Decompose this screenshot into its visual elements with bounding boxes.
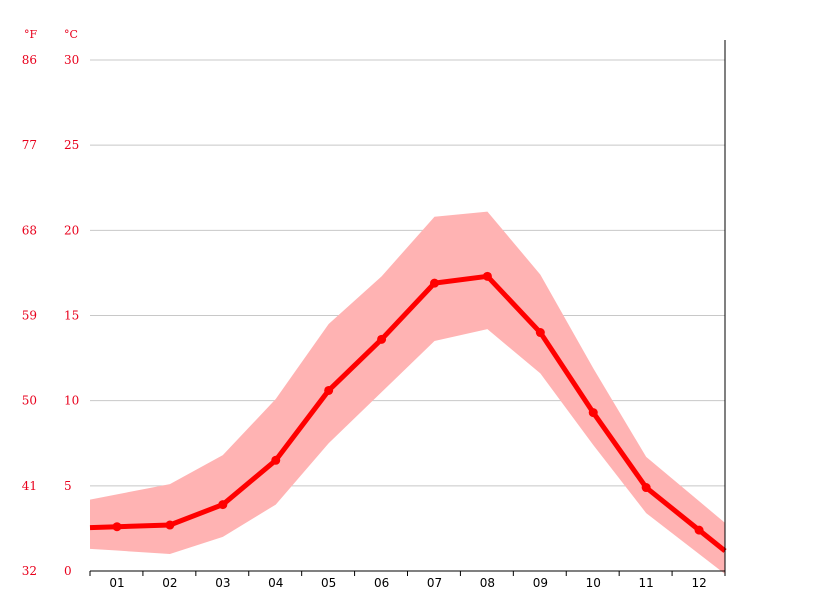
fahrenheit-tick-label: 32	[22, 564, 37, 578]
average-temperature-line	[89, 273, 727, 553]
fahrenheit-tick-label: 77	[22, 138, 37, 152]
data-point	[218, 500, 228, 510]
month-tick-label: 03	[215, 576, 230, 590]
fahrenheit-tick-label: 68	[22, 223, 37, 237]
month-tick-label: 09	[533, 576, 548, 590]
data-point	[588, 408, 598, 418]
gridlines	[90, 59, 725, 487]
celsius-tick-label: 20	[64, 223, 79, 237]
average-line	[89, 273, 727, 553]
data-point	[482, 271, 492, 281]
data-point	[430, 278, 439, 288]
celsius-tick-label: 10	[64, 394, 79, 408]
celsius-tick-label: 15	[64, 309, 79, 323]
data-point	[324, 385, 334, 395]
y-tick-labels: 32 0 41 5 50 10 59 15 68 20 77 25 86 30	[22, 53, 80, 578]
month-tick-label: 02	[162, 576, 177, 590]
data-point	[165, 520, 175, 530]
celsius-tick-label: 0	[64, 564, 72, 578]
data-point	[271, 455, 281, 465]
month-tick-label: 12	[691, 576, 706, 590]
fahrenheit-tick-label: 41	[22, 479, 37, 493]
month-tick-label: 06	[374, 576, 389, 590]
x-tick-labels: 01 02 03 04 05 06 07 08 09 10 11 12	[109, 576, 706, 590]
data-point	[377, 334, 387, 344]
fahrenheit-tick-label: 59	[22, 309, 37, 323]
fahrenheit-tick-label: 86	[22, 53, 37, 67]
celsius-unit-label: °C	[64, 28, 78, 41]
data-point	[112, 522, 122, 532]
month-tick-label: 07	[427, 576, 442, 590]
month-tick-label: 04	[268, 576, 283, 590]
month-tick-label: 05	[321, 576, 336, 590]
data-point	[694, 525, 704, 535]
month-tick-label: 01	[109, 576, 124, 590]
axes	[89, 40, 726, 576]
average-temperature-points	[112, 271, 704, 535]
fahrenheit-tick-label: 50	[22, 394, 37, 408]
celsius-tick-label: 5	[64, 479, 72, 493]
month-tick-label: 08	[480, 576, 495, 590]
celsius-tick-label: 25	[64, 138, 79, 152]
celsius-tick-label: 30	[64, 53, 79, 67]
data-point	[641, 483, 651, 493]
month-tick-label: 10	[586, 576, 601, 590]
month-tick-label: 11	[639, 576, 654, 590]
data-point	[535, 328, 545, 338]
fahrenheit-unit-label: °F	[24, 28, 38, 41]
